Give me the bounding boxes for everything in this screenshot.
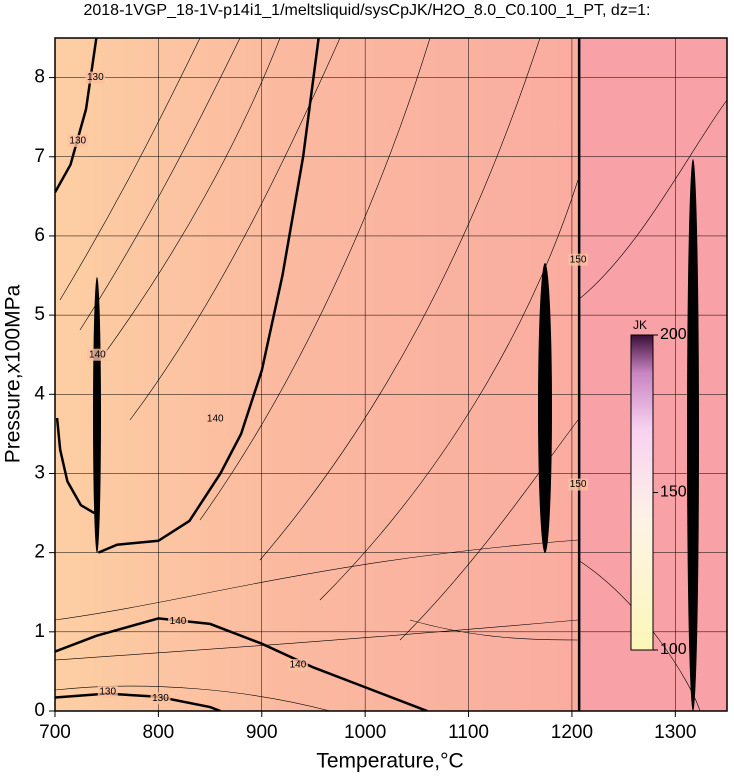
plot-frame bbox=[54, 37, 728, 712]
y-tick-label: 8 bbox=[34, 67, 45, 88]
contour-label-bg bbox=[168, 615, 189, 628]
colorbar-tick-label: 100 bbox=[660, 641, 687, 658]
contour-line bbox=[55, 617, 428, 711]
contour-label: 130 bbox=[152, 693, 169, 704]
colorbar-tick-label: 200 bbox=[660, 326, 687, 343]
contour-label: 150 bbox=[570, 479, 587, 490]
contour-line bbox=[55, 417, 95, 515]
contour-label-bg bbox=[568, 253, 589, 266]
thin-contours bbox=[55, 38, 727, 711]
contour-label: 140 bbox=[290, 660, 307, 671]
y-tick-label: 7 bbox=[34, 146, 45, 167]
y-tick-label: 4 bbox=[34, 383, 45, 404]
y-tick-label: 1 bbox=[34, 621, 45, 642]
contour-label-bg bbox=[568, 478, 589, 491]
x-tick-label: 1200 bbox=[551, 722, 593, 743]
contour-label: 140 bbox=[170, 616, 187, 627]
x-tick-label: 1300 bbox=[654, 722, 696, 743]
x-axis-label: Temperature,°C bbox=[316, 750, 463, 773]
x-tick-label: 700 bbox=[39, 722, 71, 743]
contour-label: 140 bbox=[207, 413, 224, 424]
x-tick-label: 900 bbox=[246, 722, 278, 743]
colorbar bbox=[630, 334, 654, 651]
colorbar-label: JK bbox=[633, 318, 647, 332]
y-tick-label: 6 bbox=[34, 225, 45, 246]
contour-label-bg bbox=[85, 71, 106, 84]
y-tick-label: 5 bbox=[34, 304, 45, 325]
contour-label: 130 bbox=[69, 136, 86, 147]
contour-label-bg bbox=[205, 412, 226, 425]
y-tick-label: 3 bbox=[34, 462, 45, 483]
contour-label-bg bbox=[150, 692, 171, 705]
y-tick-label: 0 bbox=[34, 700, 45, 721]
contour-label: 150 bbox=[570, 254, 587, 265]
contour-clusters bbox=[93, 159, 699, 711]
contour-label-bg bbox=[87, 348, 108, 361]
x-tick-label: 1100 bbox=[448, 722, 489, 743]
contour-label-bg bbox=[97, 685, 118, 698]
contour-label: 130 bbox=[87, 72, 104, 83]
contour-label: 140 bbox=[89, 349, 106, 360]
x-tick-label: 1000 bbox=[344, 722, 386, 743]
y-tick-label: 2 bbox=[34, 542, 45, 563]
contour-label: 130 bbox=[99, 687, 116, 698]
plot-area: 130 130 140 140 140 140 130 130 150 150 bbox=[55, 38, 727, 711]
contour-line bbox=[97, 38, 320, 554]
contour-label-bg bbox=[287, 659, 308, 672]
colorbar-tick-label: 150 bbox=[660, 484, 687, 501]
chart-title: 2018-1VGP_18-1V-p14i1_1/meltsliquid/sysC… bbox=[83, 2, 650, 19]
contour-label-bg bbox=[67, 134, 88, 147]
x-tick-label: 800 bbox=[143, 722, 175, 743]
y-axis-label: Pressure,x100MPa bbox=[2, 284, 25, 463]
